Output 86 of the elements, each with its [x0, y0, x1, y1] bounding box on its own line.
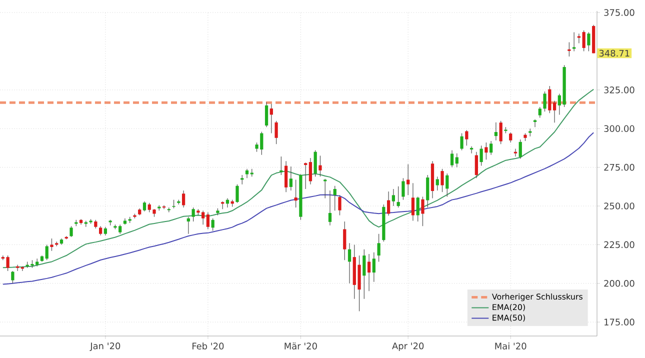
- candlestick: [50, 238, 54, 252]
- x-tick-label: Mai '20: [495, 342, 526, 350]
- x-tick-label: Jan '20: [90, 342, 120, 351]
- candlestick: [480, 145, 483, 166]
- candlestick: [490, 140, 493, 156]
- candlestick: [484, 142, 488, 160]
- x-tick-label: Feb '20: [192, 342, 224, 350]
- x-tick-label: Apr '20: [392, 342, 424, 352]
- candlestick: [416, 196, 420, 222]
- candlestick: [552, 100, 556, 123]
- candlestick: [572, 32, 576, 52]
- candlestick: [387, 191, 390, 216]
- candlestick: [460, 132, 464, 151]
- candlestick: [289, 166, 292, 191]
- candlestick: [318, 155, 322, 177]
- candlestick: [465, 130, 468, 146]
- candlestick: [186, 216, 190, 234]
- candlestick: [499, 120, 502, 144]
- y-tick-label: 300.00: [604, 125, 634, 132]
- candlestick: [514, 148, 518, 157]
- candlestick: [11, 270, 14, 284]
- y-tick-label: 250.00: [604, 202, 634, 210]
- candlestick: [548, 86, 552, 114]
- y-tick-label: 275.00: [604, 164, 634, 171]
- candlestick: [568, 42, 571, 57]
- candlestick: [280, 156, 283, 176]
- candlestick: [264, 102, 268, 128]
- candlestick: [582, 30, 586, 52]
- candlestick: [245, 168, 249, 178]
- candlestick: [377, 234, 380, 262]
- candlestick: [440, 168, 444, 192]
- candlestick: [98, 226, 102, 236]
- candlestick: [333, 186, 336, 211]
- candlestick: [392, 188, 396, 206]
- candlestick: [240, 174, 244, 185]
- candlestick: [411, 182, 415, 221]
- candlestick: [450, 150, 454, 168]
- candlestick: [402, 178, 405, 200]
- candlestick: [211, 218, 214, 232]
- candlestick: [367, 254, 371, 292]
- x-tick-label: Mär '20: [284, 342, 317, 350]
- candlestick: [343, 221, 346, 260]
- candlestick: [314, 150, 317, 177]
- candlestick: [421, 196, 424, 226]
- candlestick: [406, 164, 410, 196]
- candlestick: [270, 104, 273, 134]
- candlestick: [470, 146, 474, 154]
- candlestick: [348, 242, 352, 284]
- candlestick: [236, 184, 239, 204]
- candlestick: [518, 139, 522, 160]
- y-tick-label: 200.00: [604, 280, 634, 287]
- candlestick: [446, 173, 449, 198]
- candlestick: [192, 207, 195, 222]
- candlestick: [362, 249, 366, 300]
- candlestick: [304, 162, 308, 190]
- candlestick: [6, 255, 10, 272]
- y-tick-label: 375.00: [604, 9, 634, 16]
- candlestick: [182, 190, 186, 208]
- candlestick: [436, 176, 439, 191]
- candlestick: [206, 212, 210, 230]
- candlestick: [142, 201, 146, 212]
- candlestick: [45, 244, 48, 260]
- candlestick: [324, 178, 327, 199]
- candlestick: [284, 160, 288, 192]
- candlestick: [16, 264, 20, 272]
- candlestick: [426, 174, 430, 208]
- candlestick: [308, 158, 312, 185]
- candlestick: [494, 122, 498, 141]
- candlestick: [328, 190, 332, 226]
- candlestick: [538, 106, 542, 118]
- candlestick: [274, 120, 278, 144]
- candlestick: [70, 226, 73, 238]
- y-tick-label: 175.00: [604, 318, 634, 326]
- candlestick: [455, 153, 458, 168]
- candlestick: [543, 91, 546, 112]
- y-tick-label: 225.00: [604, 241, 634, 248]
- candlestick: [587, 32, 590, 52]
- candlestick: [294, 179, 298, 208]
- candlestick: [509, 132, 512, 143]
- candlestick: [338, 194, 342, 216]
- candlestick: [396, 186, 400, 208]
- candlestick: [474, 152, 478, 178]
- candlestick: [372, 252, 376, 282]
- text: 348.71: [599, 50, 630, 57]
- candlestick: [577, 33, 581, 44]
- y-tick-label: 325.00: [604, 86, 634, 94]
